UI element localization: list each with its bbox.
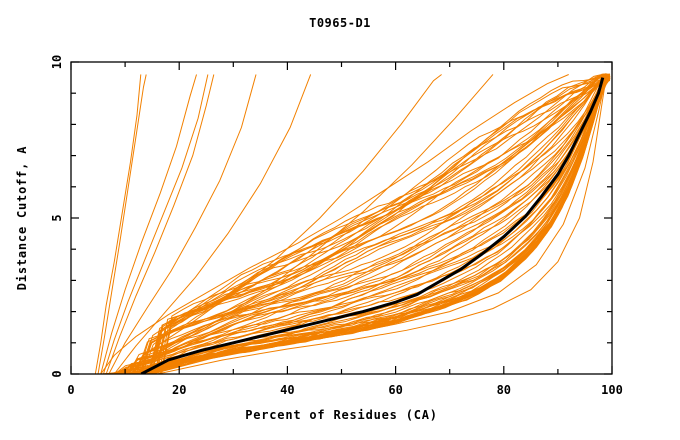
- series-best-model: [140, 77, 605, 374]
- x-tick-label: 60: [388, 383, 402, 397]
- series-predictions-band-upper: [100, 74, 569, 374]
- prediction-curve: [132, 73, 611, 374]
- prediction-curve: [127, 73, 605, 374]
- y-tick-label: 5: [50, 214, 64, 221]
- series-outlier-steep-1: [94, 74, 142, 374]
- series-outlier-low-1: [157, 74, 608, 374]
- series-outlier-mid-2: [124, 74, 494, 374]
- prediction-curve: [130, 76, 611, 374]
- series-outlier-steep-6: [108, 74, 257, 374]
- y-tick-label: 0: [50, 370, 64, 377]
- prediction-curve: [103, 76, 611, 374]
- prediction-curve: [103, 75, 611, 374]
- series-predictions-band-lower: [146, 77, 605, 374]
- prediction-curve: [139, 73, 607, 374]
- prediction-ensemble-lines: [99, 73, 611, 374]
- series-outlier-mid-1: [119, 74, 442, 374]
- prediction-curve: [120, 77, 611, 374]
- prediction-curve: [114, 76, 611, 374]
- x-tick-label: 20: [172, 383, 186, 397]
- prediction-curve: [137, 74, 610, 374]
- series-outlier-steep-5: [105, 74, 215, 374]
- series-outlier-steep-7: [113, 74, 312, 374]
- prediction-curve: [148, 73, 605, 374]
- x-tick-label: 40: [280, 383, 294, 397]
- series-outlier-low-2: [152, 74, 608, 374]
- prediction-curve: [132, 78, 610, 374]
- series-lines: [94, 74, 608, 374]
- series-outlier-steep-2: [97, 74, 147, 374]
- series-outlier-steep-4: [102, 74, 209, 374]
- x-tick-label: 0: [67, 383, 74, 397]
- x-axis-title: Percent of Residues (CA): [245, 408, 438, 422]
- prediction-curve: [156, 73, 610, 374]
- prediction-curve: [158, 74, 610, 374]
- prediction-curve: [159, 79, 610, 374]
- series-outlier-steep-3: [100, 74, 197, 374]
- x-tick-label: 100: [601, 383, 623, 397]
- y-tick-label: 10: [50, 55, 64, 69]
- prediction-curve: [154, 77, 611, 374]
- prediction-curve: [132, 79, 610, 374]
- y-axis-title: Distance Cutoff, A: [15, 146, 29, 290]
- prediction-curve: [126, 79, 610, 374]
- x-tick-label: 80: [497, 383, 511, 397]
- tick-labels: 0 20 40 60 80 100 0 5 10: [50, 55, 623, 397]
- prediction-curve: [160, 73, 605, 374]
- page-title: T0965-D1: [309, 16, 371, 30]
- axes-frame: [70, 61, 613, 375]
- prediction-curve: [115, 73, 611, 374]
